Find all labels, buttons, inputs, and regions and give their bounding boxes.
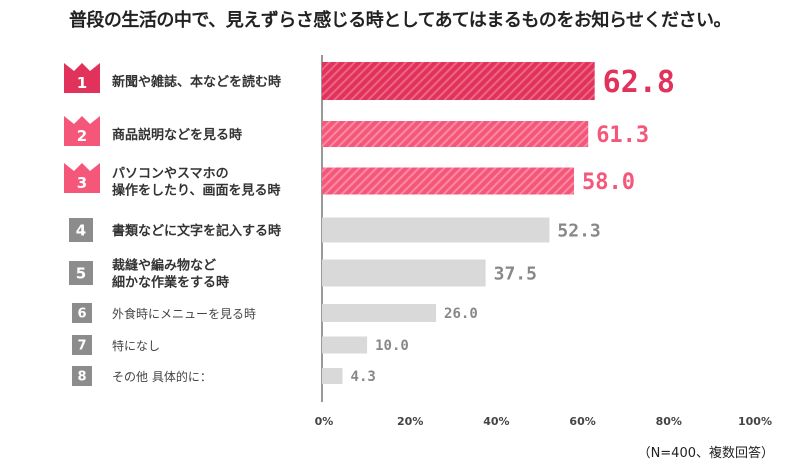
category-label: 裁縫や編み物など — [112, 258, 216, 274]
crown-rank-icon — [64, 163, 100, 193]
category-label: 操作をしたり、画面を見る時 — [112, 183, 280, 199]
bar — [322, 217, 550, 243]
chart-title: 普段の生活の中で、見えずらさ感じる時としてあてはまるものをお知らせください。 — [68, 10, 732, 31]
category-label: その他 具体的に： — [112, 369, 212, 384]
x-tick-label: 0% — [315, 415, 334, 428]
bar — [322, 62, 595, 100]
category-label: 商品説明などを見る時 — [112, 127, 242, 143]
rank-number: 5 — [76, 264, 86, 282]
value-label: 62.8 — [603, 65, 675, 100]
bar — [322, 304, 437, 322]
rank-badge — [72, 366, 92, 386]
category-label: 新聞や雑誌、本などを読む時 — [112, 74, 281, 90]
bar — [322, 336, 368, 354]
value-label: 58.0 — [582, 170, 635, 195]
value-label: 26.0 — [444, 306, 478, 322]
rank-badge — [72, 335, 92, 355]
bar — [322, 167, 574, 195]
category-label: 特になし — [112, 338, 160, 353]
x-tick-label: 20% — [397, 415, 423, 428]
value-label: 61.3 — [596, 123, 649, 148]
bar — [322, 121, 589, 147]
rank-number: 8 — [77, 369, 86, 384]
rank-badge — [69, 218, 93, 242]
x-tick-label: 40% — [483, 415, 509, 428]
x-tick-label: 80% — [656, 415, 682, 428]
x-tick-label: 60% — [569, 415, 595, 428]
category-label: 書類などに文字を記入する時 — [112, 223, 281, 239]
rank-badge — [72, 303, 92, 323]
rank-number: 7 — [77, 338, 86, 353]
bar — [322, 368, 343, 384]
bar — [322, 259, 486, 287]
sample-note: （N=400、複数回答） — [637, 446, 774, 461]
rank-number: 3 — [77, 174, 87, 192]
value-label: 10.0 — [375, 338, 409, 354]
rank-number: 1 — [77, 74, 87, 92]
rank-number: 6 — [77, 306, 86, 321]
rank-number: 4 — [76, 221, 86, 239]
category-label: 細かな作業をする時 — [112, 275, 229, 291]
category-label: 外食時にメニューを見る時 — [112, 306, 256, 321]
value-label: 52.3 — [557, 220, 600, 241]
x-tick-label: 100% — [738, 415, 772, 428]
crown-rank-icon — [64, 63, 100, 93]
value-label: 4.3 — [351, 369, 376, 385]
value-label: 37.5 — [494, 263, 537, 284]
crown-rank-icon — [64, 116, 100, 146]
rank-badge — [69, 261, 93, 285]
category-label: パソコンやスマホの — [112, 167, 229, 182]
rank-number: 2 — [77, 127, 87, 145]
